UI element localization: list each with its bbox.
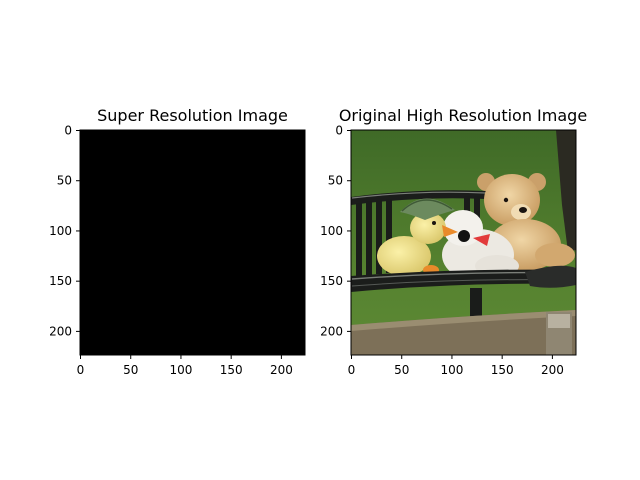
super-resolution-y-tick-label: 150	[49, 274, 72, 288]
original-image-ticks: 0 50 100 150 200 0 50 100 150 200	[320, 124, 564, 378]
original-image-y-tick-label: 0	[335, 124, 343, 138]
super-resolution-y-tick-label: 0	[64, 124, 72, 138]
super-resolution-image	[80, 130, 305, 355]
original-image-title: Original High Resolution Image	[339, 106, 587, 125]
original-image-y-tick-label: 100	[320, 224, 343, 238]
super-resolution-x-tick-label: 200	[270, 363, 293, 377]
super-resolution-y-tick-label: 100	[49, 224, 72, 238]
original-image-y-tick-label: 200	[320, 324, 343, 338]
super-resolution-ticks: 0 50 100 150 200 0 50 100 150 200	[49, 124, 293, 378]
super-resolution-title: Super Resolution Image	[97, 106, 288, 125]
original-image-y-tick-label: 50	[328, 174, 343, 188]
bench-seat	[351, 265, 576, 320]
original-image-x-tick-label: 100	[440, 363, 463, 377]
super-resolution-x-tick-label: 50	[123, 363, 138, 377]
original-image-x-tick-label: 50	[394, 363, 409, 377]
super-resolution-x-tick-label: 150	[220, 363, 243, 377]
original-image-y-tick-label: 150	[320, 274, 343, 288]
original-image-x-tick-label: 150	[491, 363, 514, 377]
tree-trunk	[556, 130, 576, 252]
super-resolution-y-tick-label: 200	[49, 324, 72, 338]
super-resolution-panel: Super Resolution Image 0 50 100 150 200 0 50 10…	[49, 106, 306, 378]
original-image-axes-frame	[350, 129, 577, 356]
original-image-x-tick-label: 200	[541, 363, 564, 377]
super-resolution-y-tick-label: 50	[57, 174, 72, 188]
super-resolution-x-tick-label: 0	[77, 363, 85, 377]
original-image-x-tick-label: 0	[348, 363, 356, 377]
super-resolution-axes-frame	[79, 129, 306, 356]
wooden-rail	[351, 310, 576, 355]
original-photo	[351, 130, 576, 355]
super-resolution-x-tick-label: 100	[169, 363, 192, 377]
original-image-panel: Original High Resolution Image	[320, 106, 587, 377]
duck-toy	[377, 198, 458, 276]
